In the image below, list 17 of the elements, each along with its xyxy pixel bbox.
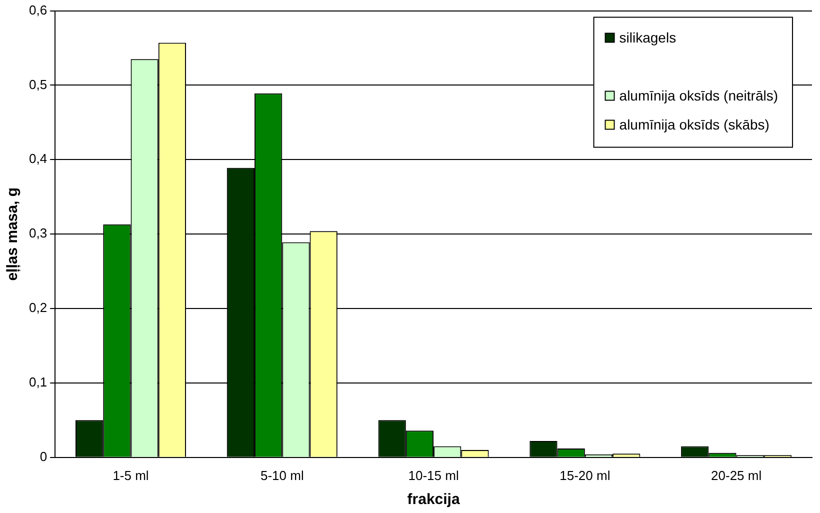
x-tick-label: 10-15 ml bbox=[408, 468, 459, 483]
y-tick-label: 0,6 bbox=[28, 2, 48, 18]
y-tick-label: 0,1 bbox=[28, 374, 48, 390]
legend-label: silikagels bbox=[619, 30, 676, 46]
x-tick-label: 15-20 ml bbox=[560, 468, 610, 483]
y-tick-label: 0,3 bbox=[28, 226, 48, 241]
legend-label: alumīnija oksīds (skābs) bbox=[619, 116, 770, 133]
x-tick-label: 1-5 ml bbox=[112, 468, 149, 483]
y-tick-label: 0,5 bbox=[28, 76, 48, 92]
x-tick-label: 5-10 ml bbox=[260, 468, 304, 483]
y-tick-label: 0,2 bbox=[28, 300, 48, 316]
y-tick-label: 0 bbox=[40, 448, 48, 464]
x-axis-title: frakcija bbox=[407, 491, 460, 508]
y-axis-title: eļļas masa, g bbox=[4, 187, 22, 281]
y-tick-label: 0,4 bbox=[28, 151, 48, 166]
legend-label: alumīnija oksīds (neitrāls) bbox=[619, 88, 778, 104]
x-tick-label: 20-25 ml bbox=[711, 468, 762, 483]
